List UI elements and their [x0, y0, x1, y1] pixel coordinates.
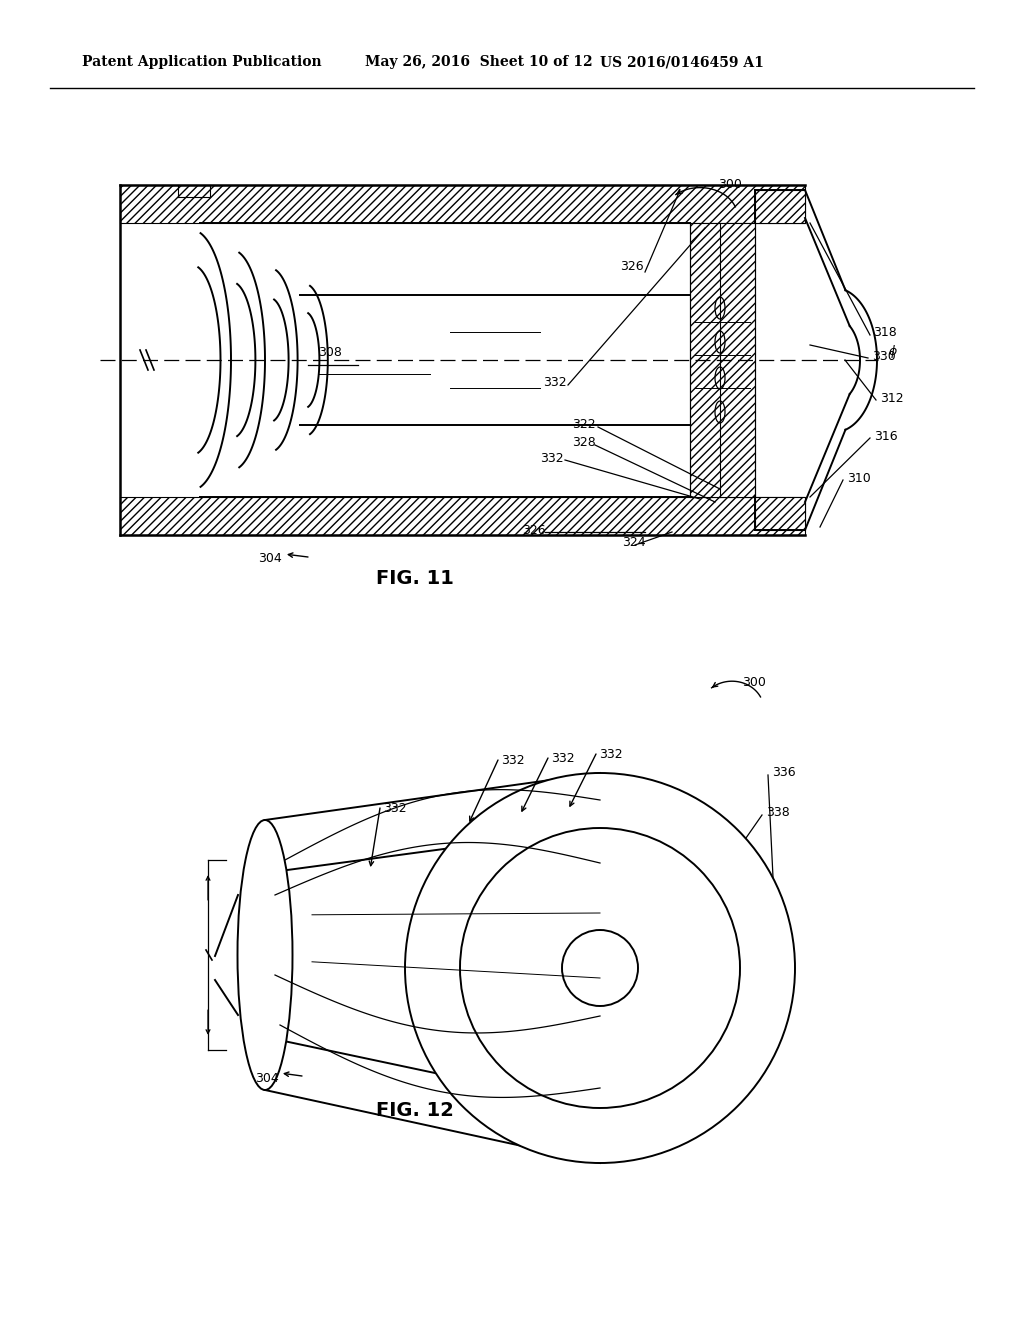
Text: 324: 324: [622, 536, 645, 549]
Text: 304: 304: [255, 1072, 279, 1085]
Text: FIG. 12: FIG. 12: [376, 1101, 454, 1119]
Text: 328: 328: [572, 437, 596, 450]
Text: 332: 332: [383, 801, 407, 814]
Text: 300: 300: [718, 178, 741, 191]
Text: 322: 322: [572, 418, 596, 432]
Polygon shape: [120, 185, 805, 223]
Text: 326: 326: [620, 260, 644, 273]
Polygon shape: [690, 223, 755, 498]
Text: 312: 312: [880, 392, 903, 404]
Text: 300: 300: [742, 676, 766, 689]
Polygon shape: [755, 498, 805, 531]
Text: 310: 310: [847, 471, 870, 484]
Text: US 2016/0146459 A1: US 2016/0146459 A1: [600, 55, 764, 69]
Text: 338: 338: [766, 807, 790, 820]
Ellipse shape: [406, 774, 795, 1163]
Text: 304: 304: [258, 552, 282, 565]
Text: 332: 332: [543, 376, 566, 389]
Text: 332: 332: [551, 751, 574, 764]
Text: 332: 332: [540, 451, 563, 465]
Text: 326: 326: [522, 524, 546, 536]
Polygon shape: [755, 190, 805, 223]
Polygon shape: [120, 498, 805, 535]
Ellipse shape: [460, 828, 740, 1107]
Text: 330: 330: [872, 350, 896, 363]
Ellipse shape: [238, 820, 293, 1090]
Text: Patent Application Publication: Patent Application Publication: [82, 55, 322, 69]
Text: May 26, 2016  Sheet 10 of 12: May 26, 2016 Sheet 10 of 12: [365, 55, 593, 69]
Text: $\phi$: $\phi$: [888, 343, 898, 360]
Text: 308: 308: [318, 346, 342, 359]
Text: 332: 332: [599, 747, 623, 760]
Text: 336: 336: [772, 767, 796, 780]
Text: 332: 332: [501, 754, 524, 767]
Text: 318: 318: [873, 326, 897, 339]
Text: FIG. 11: FIG. 11: [376, 569, 454, 587]
Text: 316: 316: [874, 429, 898, 442]
